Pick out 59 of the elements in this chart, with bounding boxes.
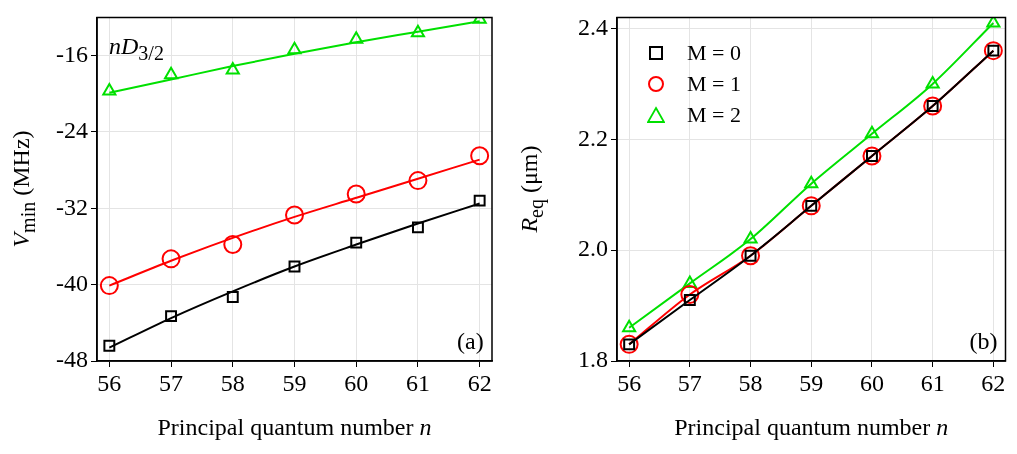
point bbox=[349, 31, 364, 44]
legend-label: M = 1 bbox=[687, 70, 741, 97]
point bbox=[804, 175, 819, 189]
point bbox=[226, 291, 239, 303]
point bbox=[986, 17, 1001, 28]
point bbox=[680, 285, 700, 304]
x-tick-label: 60 bbox=[859, 369, 884, 396]
x-tick-label: 61 bbox=[405, 369, 430, 396]
point bbox=[350, 236, 363, 249]
annotation: nD$_{3/2}$ bbox=[109, 33, 164, 65]
x-tick-label: 58 bbox=[220, 369, 245, 396]
y-tick-label: -48 bbox=[56, 346, 88, 373]
y-tick-label: 2.0 bbox=[578, 235, 608, 262]
point bbox=[682, 275, 697, 288]
x-tick-label: 57 bbox=[677, 369, 702, 396]
point bbox=[287, 41, 302, 55]
point bbox=[743, 231, 758, 244]
annotation: (b) bbox=[969, 328, 998, 355]
x-tick-label: 62 bbox=[467, 369, 492, 396]
x-tick-label: 60 bbox=[344, 369, 369, 396]
annotation: (a) bbox=[457, 328, 484, 355]
point bbox=[411, 221, 424, 234]
x-tick-label: 56 bbox=[97, 369, 122, 396]
point bbox=[225, 61, 240, 75]
point bbox=[346, 184, 366, 204]
x-tick-label: 56 bbox=[617, 369, 642, 396]
y-tick-label: 2.2 bbox=[578, 124, 608, 151]
x-tick-label: 59 bbox=[799, 369, 824, 396]
point bbox=[103, 339, 116, 352]
point bbox=[285, 205, 304, 225]
y-tick-label: -24 bbox=[56, 117, 88, 144]
point bbox=[99, 276, 119, 296]
x-axis-title: Principal quantum number n bbox=[157, 414, 432, 441]
point bbox=[925, 75, 940, 89]
point bbox=[410, 24, 425, 38]
y-tick-label: 2.4 bbox=[578, 13, 608, 40]
point bbox=[223, 235, 243, 255]
point bbox=[102, 82, 117, 96]
x-tick-label: 62 bbox=[981, 369, 1006, 396]
point bbox=[408, 171, 428, 191]
x-axis-title: Principal quantum number n bbox=[674, 414, 949, 441]
y-tick-label: -16 bbox=[56, 40, 88, 67]
point bbox=[164, 66, 179, 80]
x-tick-label: 58 bbox=[738, 369, 763, 396]
y-tick-label: -32 bbox=[56, 193, 88, 220]
point bbox=[165, 310, 178, 323]
point bbox=[470, 146, 490, 166]
x-tick-label: 61 bbox=[920, 369, 945, 396]
point bbox=[864, 125, 880, 139]
y-tick-label: 1.8 bbox=[578, 346, 608, 373]
x-tick-label: 57 bbox=[159, 369, 184, 396]
legend-label: M = 2 bbox=[687, 101, 741, 128]
x-tick-label: 59 bbox=[282, 369, 307, 396]
point bbox=[288, 260, 301, 273]
y-tick-label: -40 bbox=[56, 269, 88, 296]
point bbox=[473, 194, 486, 207]
point bbox=[622, 319, 637, 333]
point bbox=[161, 249, 181, 269]
legend-label: M = 0 bbox=[687, 39, 741, 66]
